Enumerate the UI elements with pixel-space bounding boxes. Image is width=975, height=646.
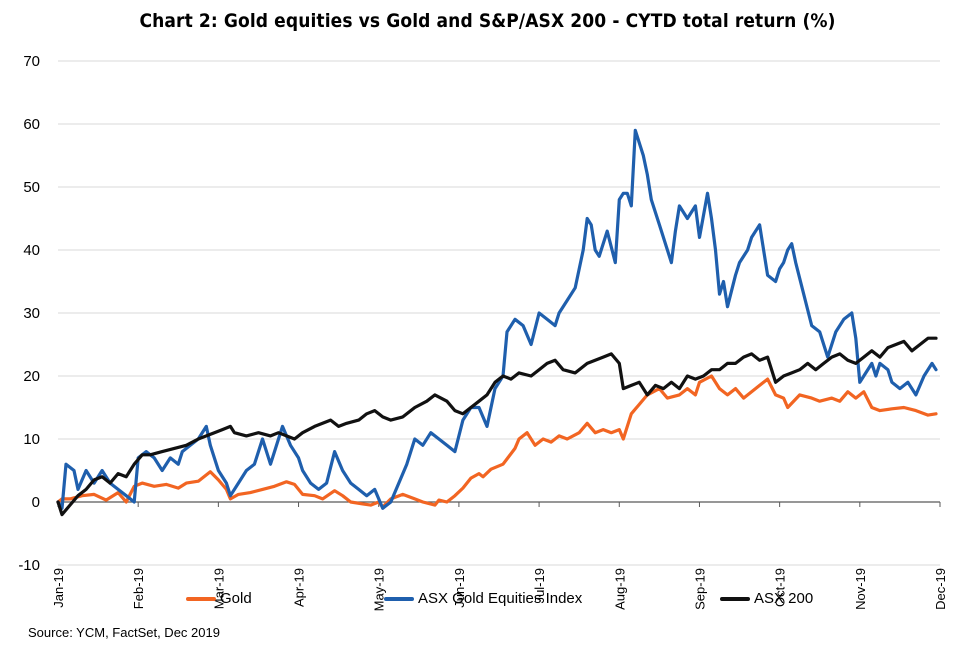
legend-swatch-asx200 [720, 596, 750, 601]
y-tick-label: 20 [23, 368, 40, 385]
gridlines [58, 60, 940, 566]
x-tick-label: Sep-19 [692, 568, 707, 610]
legend-label-asx200: ASX 200 [754, 590, 814, 607]
x-tick-label: Dec-19 [933, 568, 948, 610]
x-tick-label: Aug-19 [612, 568, 627, 610]
x-tick-label: Feb-19 [131, 568, 146, 609]
x-tick-label: Jan-19 [51, 568, 66, 608]
legend-item-asx-gold-equities: ASX Gold Equities Index [384, 590, 582, 607]
series-line-gold [56, 374, 938, 509]
x-tick-label: Nov-19 [853, 568, 868, 610]
legend-item-asx200: ASX 200 [720, 590, 813, 607]
y-tick-label: 10 [23, 431, 40, 448]
y-tick-label: 30 [23, 305, 40, 322]
x-tick-label: Jul-19 [532, 568, 547, 603]
y-tick-label: 50 [23, 179, 40, 196]
x-tick-label: Jun-19 [452, 568, 467, 608]
source-note: Source: YCM, FactSet, Dec 2019 [28, 625, 220, 640]
x-axis: Jan-19 Feb-19 Mar-19 Apr-19 May-19 Jun-19 Jul-… [51, 501, 948, 611]
legend-item-gold: Gold [186, 590, 252, 607]
y-tick-label: 0 [32, 494, 40, 511]
chart-title: Chart 2: Gold equities vs Gold and S&P/A… [139, 10, 836, 32]
legend-swatch-gold [186, 596, 216, 601]
x-tick-label: May-19 [372, 568, 387, 611]
y-axis: -10 0 10 20 30 40 50 60 70 [18, 53, 40, 574]
y-tick-label: 70 [23, 53, 40, 70]
legend-label-gold: Gold [220, 590, 252, 607]
legend: Gold ASX Gold Equities Index ASX 200 [0, 590, 975, 612]
x-tick-label: Oct-19 [773, 568, 788, 607]
y-tick-label: 60 [23, 116, 40, 133]
x-tick-label: Apr-19 [292, 568, 307, 607]
series-line-asx-gold-equities-index [56, 128, 938, 510]
legend-swatch-asx-gold-equities [384, 596, 414, 601]
y-tick-label: 40 [23, 242, 40, 259]
y-tick-label: -10 [18, 557, 40, 574]
series-line-asx-200 [56, 336, 938, 517]
legend-label-asx-gold-equities: ASX Gold Equities Index [418, 590, 583, 607]
series-lines [56, 128, 938, 517]
